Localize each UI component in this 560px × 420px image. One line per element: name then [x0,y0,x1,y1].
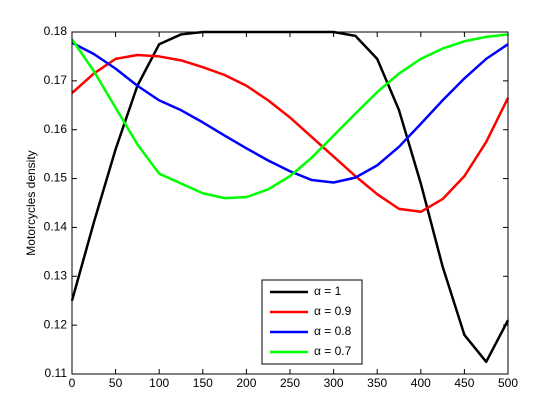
series-line [71,41,509,184]
y-tick-label: 0.15 [44,171,68,185]
y-tick-label: 0.12 [44,317,68,331]
x-tick-label: 450 [454,376,474,390]
y-axis-label: Motorcycles density [24,150,38,255]
x-tick-label: 150 [193,376,213,390]
legend-box [261,279,363,365]
legend-label: α = 0.8 [314,324,352,338]
legend-label: α = 0.7 [314,344,352,358]
legend-label: α = 0.9 [314,304,352,318]
series-line [70,33,509,200]
y-tick-label: 0.14 [44,220,68,234]
y-tick-label: 0.11 [45,366,68,380]
y-tick-label: 0.18 [44,24,68,38]
series-line [71,53,510,214]
y-tick-label: 0.16 [44,122,68,136]
axes-box [71,31,509,375]
x-tick-label: 300 [324,376,344,390]
x-tick-label: 500 [498,376,518,390]
x-tick-label: 400 [411,376,431,390]
x-tick-label: 350 [367,376,387,390]
y-tick-label: 0.13 [44,268,68,282]
x-tick-label: 200 [236,376,256,390]
x-tick-label: 0 [69,376,76,390]
y-tick-label: 0.17 [44,73,68,87]
x-tick-label: 50 [109,376,123,390]
x-tick-label: 100 [149,376,169,390]
x-tick-label: 250 [280,376,300,390]
legend-label: α = 1 [314,284,342,298]
